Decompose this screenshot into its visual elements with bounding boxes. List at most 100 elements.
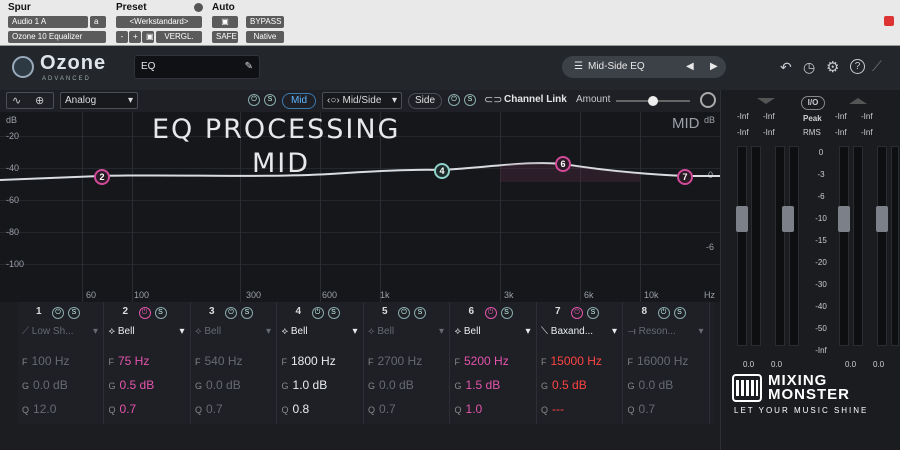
band-gain[interactable]: G 0.0 dB [628,378,674,392]
output-gain-l[interactable]: 0.0 [845,360,857,369]
band-q[interactable]: Q 12.0 [22,402,56,416]
izotope-icon[interactable]: ⟋ [872,58,882,74]
band-solo-icon[interactable]: S [68,307,80,319]
band-type-select[interactable]: ⟍ Baxand... ▾ [541,326,621,342]
side-button[interactable]: Side [408,93,442,109]
power-icon[interactable]: ⏻ [448,94,460,106]
band-6[interactable]: 6 ⏻ S ⟡ Bell ▾ F 5200 Hz G 1.5 dB Q 1.0 [451,302,537,424]
automation-icon[interactable]: ▣ [212,16,238,28]
band-q[interactable]: Q 0.8 [282,402,310,416]
output-gain-r[interactable]: 0.0 [873,360,885,369]
band-solo-icon[interactable]: S [500,307,513,319]
globe-icon[interactable]: ⊕ [35,95,45,107]
band-frequency[interactable]: F 2700 Hz [368,354,422,368]
analyzer-toggle[interactable]: ∿ ⊕ [6,92,54,109]
next-preset-icon[interactable]: ▶ [710,61,718,72]
output-fader-l[interactable] [838,206,850,232]
wave-icon[interactable]: ∿ [12,95,22,107]
native-button[interactable]: Native [246,31,284,43]
input-fader-l[interactable] [736,206,748,232]
mode-select[interactable]: Analog ▾ [60,92,138,109]
band-q[interactable]: Q 0.7 [368,402,396,416]
band-7[interactable]: 7 ⏻ S ⟍ Baxand... ▾ F 15000 Hz G 0.5 dB Q --- [537,302,623,424]
band-solo-icon[interactable]: S [673,307,686,319]
band-power-icon[interactable]: ⏻ [138,307,151,319]
input-gain-r[interactable]: 0.0 [771,360,783,369]
band-frequency[interactable]: F 75 Hz [109,354,150,368]
compare-button[interactable]: VERGL. [156,31,202,43]
output-fader-r[interactable] [876,206,888,232]
band-q[interactable]: Q 0.7 [628,402,656,416]
plugin-select[interactable]: Ozone 10 Equalizer [8,31,106,43]
band-gain[interactable]: G 1.0 dB [282,378,328,392]
refresh-icon[interactable] [700,92,716,108]
band-solo-icon[interactable]: S [327,307,340,319]
band-type-select[interactable]: ⟞ Reson... ▾ [628,326,708,342]
prev-preset-icon[interactable]: ◀ [686,61,694,72]
band-5[interactable]: 5 ⏻ S ⟡ Bell ▾ F 2700 Hz G 0.0 dB Q 0.7 [364,302,450,424]
band-8[interactable]: 8 ⏻ S ⟞ Reson... ▾ F 16000 Hz G 0.0 dB Q 0.7 [624,302,710,424]
amount-slider[interactable] [616,96,690,106]
band-solo-icon[interactable]: S [241,307,253,319]
band-power-icon[interactable]: ⏻ [484,307,497,319]
amount-slider-handle[interactable] [648,96,658,106]
band-type-select[interactable]: ⟡ Bell ▾ [282,326,362,342]
band-q[interactable]: Q 0.7 [109,402,137,416]
input-fader-r[interactable] [782,206,794,232]
eq-node-4[interactable]: 4 [434,163,450,179]
module-name-field[interactable]: EQ ✎ [134,55,260,79]
band-q[interactable]: Q 1.0 [455,402,483,416]
band-frequency[interactable]: F 5200 Hz [455,354,509,368]
band-frequency[interactable]: F 15000 Hz [541,354,602,368]
help-icon[interactable]: ? [850,59,865,74]
band-frequency[interactable]: F 100 Hz [22,354,70,368]
solo-icon[interactable]: S [464,94,476,106]
band-frequency[interactable]: F 540 Hz [195,354,243,368]
eq-node-7[interactable]: 7 [677,169,693,185]
band-power-icon[interactable]: ⏻ [398,307,410,319]
preset-minus-button[interactable]: - [116,31,128,43]
band-3[interactable]: 3 ⏻ S ⟡ Bell ▾ F 540 Hz G 0.0 dB Q 0.7 [191,302,277,424]
band-type-select[interactable]: ⟡ Bell ▾ [455,326,535,342]
gear-icon[interactable]: ⚙ [826,59,840,76]
band-2[interactable]: 2 ⏻ S ⟡ Bell ▾ F 75 Hz G 0.5 dB Q 0.7 [105,302,191,424]
band-power-icon[interactable]: ⏻ [571,307,583,319]
eq-node-2[interactable]: 2 [94,169,110,185]
midside-select[interactable]: ‹○› Mid/Side ▾ [322,92,402,109]
band-frequency[interactable]: F 16000 Hz [628,354,689,368]
list-icon[interactable]: ☰ [574,61,583,72]
band-frequency[interactable]: F 1800 Hz [282,354,336,368]
band-gain[interactable]: G 0.5 dB [541,378,587,392]
band-gain[interactable]: G 0.0 dB [195,378,241,392]
band-type-select[interactable]: ⟋ Low Sh... ▾ [22,326,102,342]
band-solo-icon[interactable]: S [414,307,426,319]
track-select[interactable]: Audio 1 A [8,16,88,28]
band-solo-icon[interactable]: S [154,307,167,319]
band-q[interactable]: Q --- [541,402,564,416]
band-solo-icon[interactable]: S [587,307,599,319]
copy-icon[interactable]: ▣ [142,31,154,43]
record-icon[interactable] [884,16,894,26]
io-toggle[interactable]: I/O [801,96,825,110]
mid-button[interactable]: Mid [282,93,316,109]
band-power-icon[interactable]: ⏻ [657,307,670,319]
band-power-icon[interactable]: ⏻ [225,307,237,319]
band-type-select[interactable]: ⟡ Bell ▾ [368,326,448,342]
band-type-select[interactable]: ⟡ Bell ▾ [195,326,275,342]
settings-icon[interactable] [194,3,203,12]
band-power-icon[interactable]: ⏻ [52,307,64,319]
preset-browser[interactable]: ☰ Mid-Side EQ ◀ ▶ [562,56,726,78]
band-type-select[interactable]: ⟡ Bell ▾ [109,326,189,342]
band-q[interactable]: Q 0.7 [195,402,223,416]
chain-icon[interactable]: ⊂⊃ [484,94,503,106]
pencil-icon[interactable]: ✎ [244,61,253,72]
power-icon[interactable]: ⏻ [248,94,260,106]
input-gain-l[interactable]: 0.0 [743,360,755,369]
band-gain[interactable]: G 0.0 dB [22,378,68,392]
eq-node-6[interactable]: 6 [555,156,571,172]
preset-select[interactable]: <Werkstandard> [116,16,202,28]
undo-icon[interactable]: ↶ [780,59,792,75]
history-icon[interactable]: ◷ [803,59,816,75]
eq-graph[interactable]: dB -20 -40 -60 -80 -100 MID dB 0 -6 2 4 … [0,112,720,302]
preset-plus-button[interactable]: + [129,31,141,43]
